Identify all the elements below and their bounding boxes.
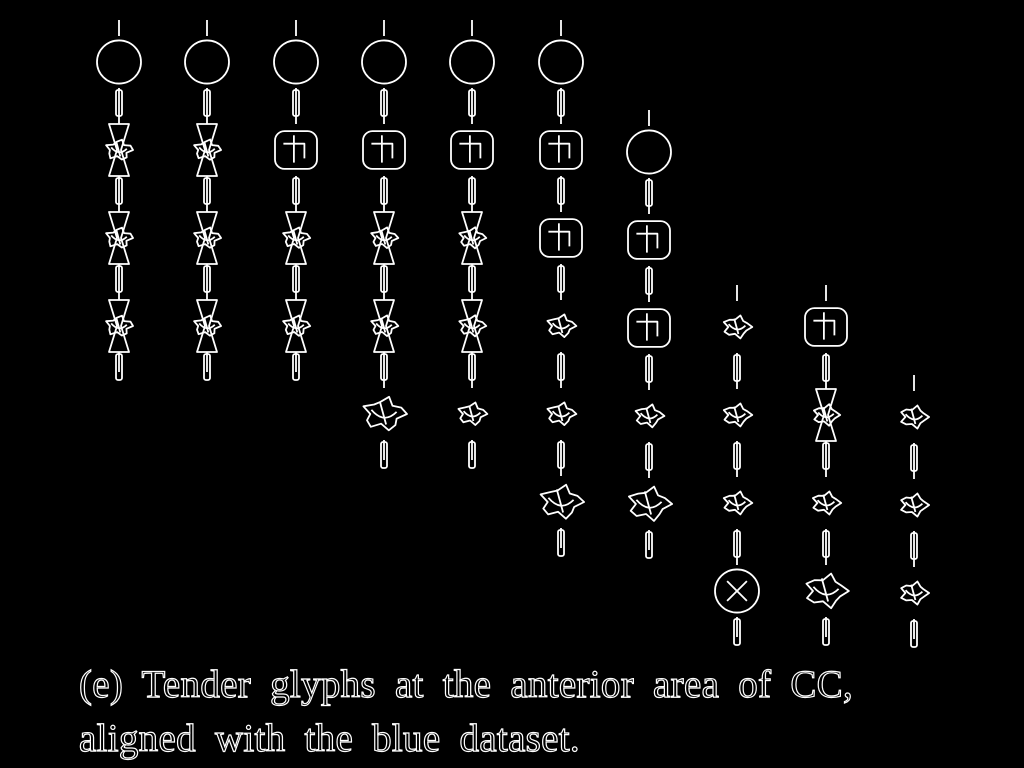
glyph-column — [447, 20, 497, 469]
knot-glyph — [712, 389, 762, 470]
cube-glyph — [271, 124, 321, 205]
knot-hourglass-glyph — [182, 211, 232, 293]
sphere-glyph — [271, 36, 321, 117]
glyph-backdrop — [359, 36, 409, 88]
cube-glyph — [624, 214, 674, 295]
glyph-backdrop — [447, 36, 497, 88]
knot-large-glyph — [801, 565, 851, 646]
cube-glyph — [624, 302, 674, 383]
knot-glyph — [447, 388, 497, 469]
caption-line-1: (e) Tender glyphs at the anterior area o… — [78, 662, 854, 706]
glyph-column — [359, 20, 409, 469]
knot-glyph — [712, 477, 762, 558]
knot-large-glyph — [536, 476, 586, 557]
knot-large-glyph — [359, 388, 409, 469]
knot-hourglass-glyph — [94, 123, 144, 205]
glyph-backdrop — [182, 36, 232, 88]
sphere-glyph — [182, 36, 232, 117]
glyph-column — [712, 285, 762, 646]
sphere-glyph — [447, 36, 497, 117]
sphere-glyph — [359, 36, 409, 117]
knot-glyph — [536, 300, 586, 381]
glyph-backdrop — [536, 36, 586, 88]
knot-hourglass-glyph — [94, 299, 144, 381]
knot-hourglass-glyph — [271, 211, 321, 293]
knot-large-glyph — [624, 478, 674, 559]
knot-hourglass-glyph — [447, 211, 497, 293]
glyph-column — [624, 110, 674, 559]
knot-glyph — [889, 391, 939, 472]
glyph-column — [94, 20, 144, 381]
knot-hourglass-glyph — [359, 211, 409, 293]
knot-hourglass-glyph — [182, 123, 232, 205]
cube-glyph — [359, 124, 409, 205]
glyph-figure — [94, 20, 939, 648]
knot-hourglass-glyph — [182, 299, 232, 381]
cube-glyph — [801, 301, 851, 382]
knot-hourglass-glyph — [447, 299, 497, 381]
knot-hourglass-glyph — [359, 299, 409, 381]
sphere-glyph — [94, 36, 144, 117]
figure-caption: (e) Tender glyphs at the anterior area o… — [78, 658, 979, 766]
knot-hourglass-glyph — [801, 388, 851, 470]
glyph-backdrop — [624, 126, 674, 178]
knot-glyph — [801, 477, 851, 558]
knot-glyph — [712, 301, 762, 382]
cube-glyph — [536, 212, 586, 293]
knot-glyph — [889, 567, 939, 648]
sphere-cross-glyph — [712, 565, 762, 646]
caption-line-2: aligned with the blue dataset. — [78, 716, 580, 760]
glyph-column — [271, 20, 321, 381]
glyph-column — [182, 20, 232, 381]
knot-glyph — [536, 388, 586, 469]
cube-glyph — [447, 124, 497, 205]
knot-glyph — [624, 390, 674, 471]
knot-hourglass-glyph — [271, 299, 321, 381]
glyph-column — [801, 285, 851, 646]
glyph-column — [889, 375, 939, 648]
glyph-column — [536, 20, 586, 557]
sphere-glyph — [624, 126, 674, 207]
knot-glyph — [889, 479, 939, 560]
glyph-backdrop — [94, 36, 144, 88]
glyph-backdrop — [271, 36, 321, 88]
knot-hourglass-glyph — [94, 211, 144, 293]
cube-glyph — [536, 124, 586, 205]
sphere-glyph — [536, 36, 586, 117]
